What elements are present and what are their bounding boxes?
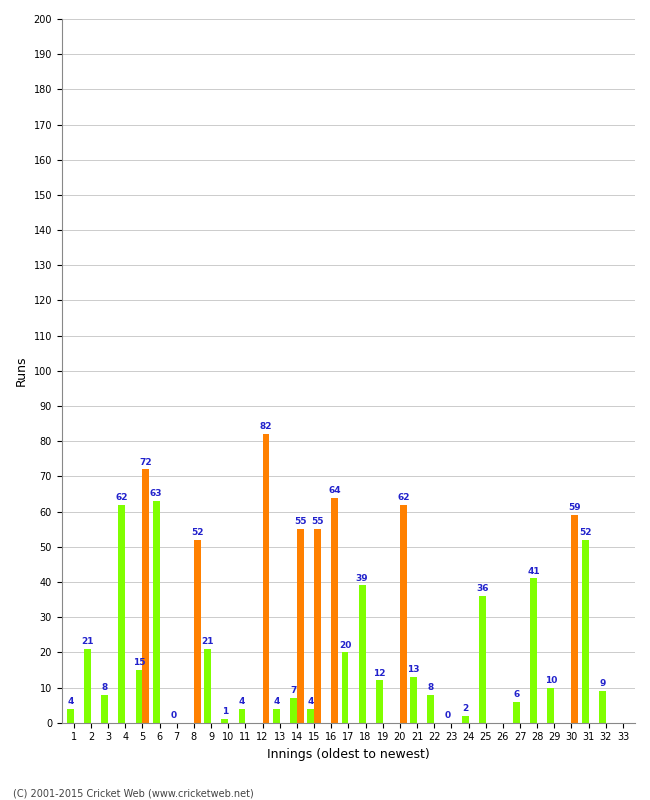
Text: 63: 63 [150, 490, 162, 498]
Text: 2: 2 [462, 704, 468, 713]
Text: 39: 39 [356, 574, 369, 582]
Bar [332, 498, 338, 722]
Text: 21: 21 [202, 637, 214, 646]
Text: 41: 41 [527, 566, 540, 576]
Text: 1: 1 [222, 707, 228, 716]
Text: 64: 64 [328, 486, 341, 494]
Text: 7: 7 [291, 686, 296, 695]
Bar [462, 716, 469, 722]
Bar [314, 529, 321, 722]
X-axis label: Innings (oldest to newest): Innings (oldest to newest) [267, 748, 430, 761]
Bar [341, 652, 348, 722]
Text: (C) 2001-2015 Cricket Web (www.cricketweb.net): (C) 2001-2015 Cricket Web (www.cricketwe… [13, 788, 254, 798]
Text: 52: 52 [579, 528, 592, 537]
Bar [582, 540, 589, 722]
Text: 52: 52 [191, 528, 203, 537]
Text: 4: 4 [273, 697, 280, 706]
Bar [194, 540, 201, 722]
Text: 55: 55 [311, 518, 324, 526]
Bar [530, 578, 537, 722]
Bar [67, 709, 74, 722]
Text: 6: 6 [514, 690, 520, 698]
Bar [307, 709, 314, 722]
Text: 12: 12 [373, 669, 385, 678]
Bar [101, 694, 108, 722]
Bar [513, 702, 520, 722]
Y-axis label: Runs: Runs [15, 356, 28, 386]
Bar [263, 434, 270, 722]
Bar [359, 586, 365, 722]
Bar [84, 649, 91, 722]
Bar [204, 649, 211, 722]
Bar [410, 677, 417, 722]
Bar [599, 691, 606, 722]
Text: 55: 55 [294, 518, 307, 526]
Text: 9: 9 [599, 679, 606, 688]
Text: 0: 0 [445, 711, 451, 720]
Bar [400, 505, 407, 722]
Bar [273, 709, 280, 722]
Bar [222, 719, 228, 722]
Text: 59: 59 [569, 503, 581, 512]
Text: 4: 4 [239, 697, 245, 706]
Bar [571, 515, 578, 722]
Bar [153, 501, 160, 722]
Bar [479, 596, 486, 722]
Text: 8: 8 [428, 682, 434, 692]
Text: 21: 21 [81, 637, 94, 646]
Bar [427, 694, 434, 722]
Bar [136, 670, 142, 722]
Bar [547, 687, 554, 722]
Text: 8: 8 [101, 682, 108, 692]
Text: 10: 10 [545, 676, 557, 685]
Text: 72: 72 [140, 458, 152, 466]
Text: 62: 62 [397, 493, 410, 502]
Text: 0: 0 [170, 711, 176, 720]
Text: 15: 15 [133, 658, 145, 667]
Text: 4: 4 [67, 697, 73, 706]
Text: 20: 20 [339, 641, 351, 650]
Text: 62: 62 [116, 493, 128, 502]
Text: 36: 36 [476, 584, 489, 594]
Text: 4: 4 [307, 697, 314, 706]
Text: 13: 13 [408, 665, 420, 674]
Bar [297, 529, 304, 722]
Bar [118, 505, 125, 722]
Bar [290, 698, 297, 722]
Text: 82: 82 [260, 422, 272, 431]
Bar [142, 470, 150, 722]
Bar [376, 681, 383, 722]
Bar [239, 709, 246, 722]
